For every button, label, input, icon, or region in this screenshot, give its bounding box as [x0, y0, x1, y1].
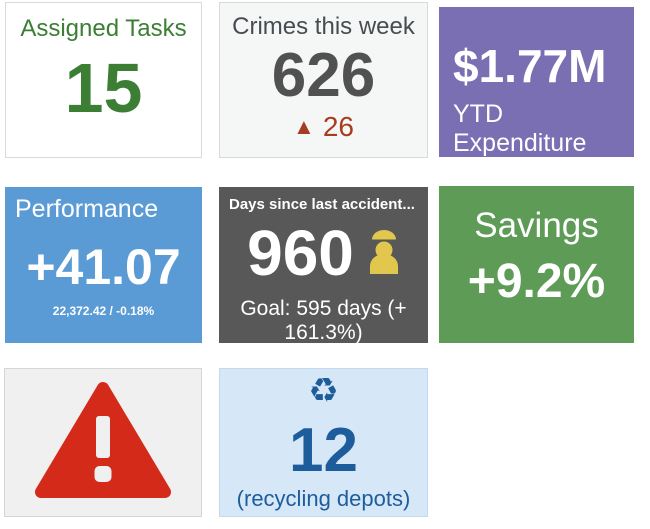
card-savings: Savings +9.2% [439, 186, 634, 343]
crimes-delta: ▲ 26 [220, 111, 427, 143]
accident-title: Days since last accident... [229, 196, 415, 213]
card-performance: Performance +41.07 22,372.42 / -0.18% [5, 187, 202, 343]
expenditure-label: YTD Expenditure [453, 99, 587, 157]
recycling-label: (recycling depots) [236, 486, 411, 512]
card-recycling-depots: ♻ 12 (recycling depots) [219, 368, 428, 517]
card-assigned-tasks: Assigned Tasks 15 [5, 2, 202, 158]
assigned-tasks-title: Assigned Tasks [20, 15, 187, 42]
assigned-tasks-value: 15 [64, 49, 143, 127]
card-warning [4, 368, 202, 517]
performance-detail: 22,372.42 / -0.18% [52, 304, 155, 318]
card-crimes-this-week: Crimes this week 626 ▲ 26 [219, 2, 428, 158]
accident-value: 960 [247, 217, 354, 289]
savings-title: Savings [474, 206, 599, 245]
performance-value: +41.07 [26, 239, 181, 295]
crimes-title: Crimes this week [232, 13, 415, 40]
performance-title: Performance [15, 195, 159, 223]
savings-value: +9.2% [467, 255, 606, 308]
accident-goal: Goal: 595 days (+ 161.3%) [240, 297, 407, 344]
warning-icon [35, 380, 171, 505]
worker-icon [368, 228, 400, 279]
crimes-delta-value: 26 [322, 111, 354, 142]
recycle-icon: ♻ [308, 371, 339, 411]
recycling-value: 12 [289, 416, 358, 486]
expenditure-value: $1.77M [453, 40, 607, 92]
card-ytd-expenditure: $1.77M YTD Expenditure [439, 7, 634, 157]
crimes-value: 626 [271, 41, 376, 110]
increase-triangle-icon: ▲ [293, 114, 315, 139]
card-days-since-accident: Days since last accident... 960 Goal: 59… [219, 187, 428, 344]
